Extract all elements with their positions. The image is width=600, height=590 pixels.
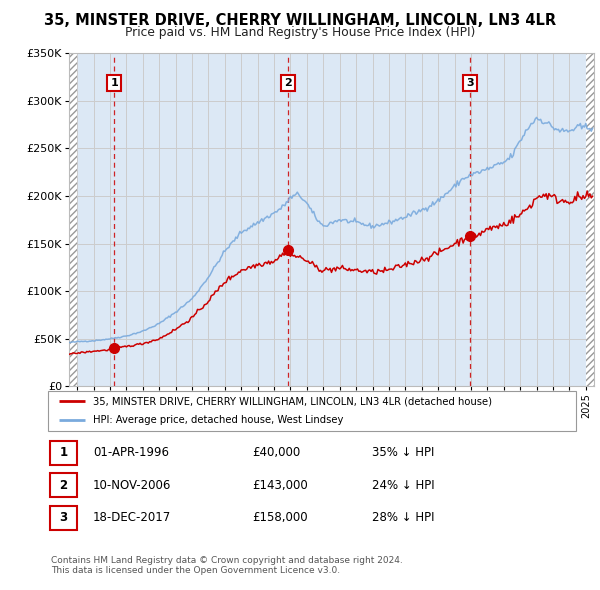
Text: Contains HM Land Registry data © Crown copyright and database right 2024.
This d: Contains HM Land Registry data © Crown c…	[51, 556, 403, 575]
Text: £143,000: £143,000	[252, 478, 308, 492]
Text: 18-DEC-2017: 18-DEC-2017	[93, 511, 171, 525]
Text: 2: 2	[59, 478, 68, 492]
Text: 35% ↓ HPI: 35% ↓ HPI	[372, 446, 434, 460]
Text: £158,000: £158,000	[252, 511, 308, 525]
Text: 28% ↓ HPI: 28% ↓ HPI	[372, 511, 434, 525]
Bar	[69, 53, 77, 386]
Text: HPI: Average price, detached house, West Lindsey: HPI: Average price, detached house, West…	[93, 415, 343, 425]
Bar	[586, 53, 594, 386]
Text: Price paid vs. HM Land Registry's House Price Index (HPI): Price paid vs. HM Land Registry's House …	[125, 26, 475, 39]
Text: 24% ↓ HPI: 24% ↓ HPI	[372, 478, 434, 492]
Text: 10-NOV-2006: 10-NOV-2006	[93, 478, 172, 492]
Text: 1: 1	[110, 78, 118, 88]
Text: 01-APR-1996: 01-APR-1996	[93, 446, 169, 460]
Text: 3: 3	[466, 78, 474, 88]
Text: £40,000: £40,000	[252, 446, 300, 460]
Text: 2: 2	[284, 78, 292, 88]
Text: 3: 3	[59, 511, 68, 525]
Text: 35, MINSTER DRIVE, CHERRY WILLINGHAM, LINCOLN, LN3 4LR (detached house): 35, MINSTER DRIVE, CHERRY WILLINGHAM, LI…	[93, 396, 492, 407]
Text: 35, MINSTER DRIVE, CHERRY WILLINGHAM, LINCOLN, LN3 4LR: 35, MINSTER DRIVE, CHERRY WILLINGHAM, LI…	[44, 13, 556, 28]
Text: 1: 1	[59, 446, 68, 460]
